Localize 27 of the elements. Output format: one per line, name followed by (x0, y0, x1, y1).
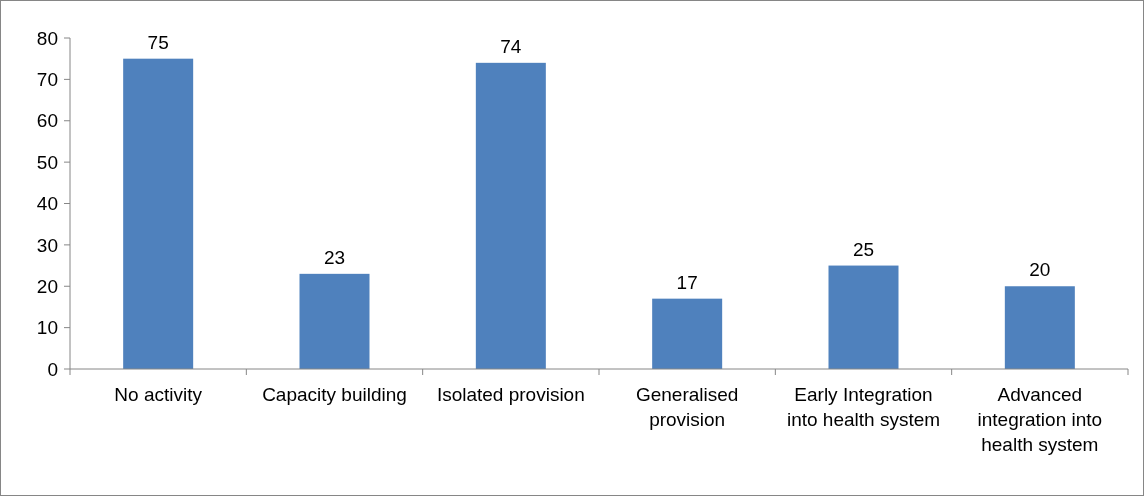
data-label: 75 (147, 31, 169, 53)
y-tick-label: 10 (36, 317, 58, 339)
x-tick-label: Generalised provision (635, 384, 739, 430)
bar (123, 58, 194, 369)
bar (828, 265, 899, 369)
y-tick-label: 50 (36, 151, 58, 173)
y-tick-label: 30 (36, 234, 58, 256)
data-label: 25 (852, 238, 875, 260)
y-tick-label: 20 (36, 275, 58, 297)
x-tick-label: Capacity building (262, 384, 407, 405)
bar (1004, 286, 1075, 369)
data-label: 23 (323, 246, 346, 268)
x-tick-label: Advanced integration into health system (977, 384, 1103, 455)
bar (475, 62, 546, 369)
bar (299, 273, 370, 369)
y-tick-label: 80 (36, 27, 58, 49)
y-tick-label: 40 (36, 193, 58, 215)
data-label: 17 (676, 271, 698, 293)
x-tick-label: Early Integration into health system (786, 384, 941, 430)
y-tick-label: 0 (47, 358, 58, 380)
data-label: 20 (1029, 259, 1051, 281)
bar (652, 298, 723, 369)
y-tick-label: 70 (36, 69, 58, 91)
y-tick-label: 60 (36, 110, 58, 132)
x-tick-label: No activity (114, 384, 203, 405)
x-tick-label: Isolated provision (436, 384, 585, 405)
data-label: 74 (500, 35, 522, 57)
